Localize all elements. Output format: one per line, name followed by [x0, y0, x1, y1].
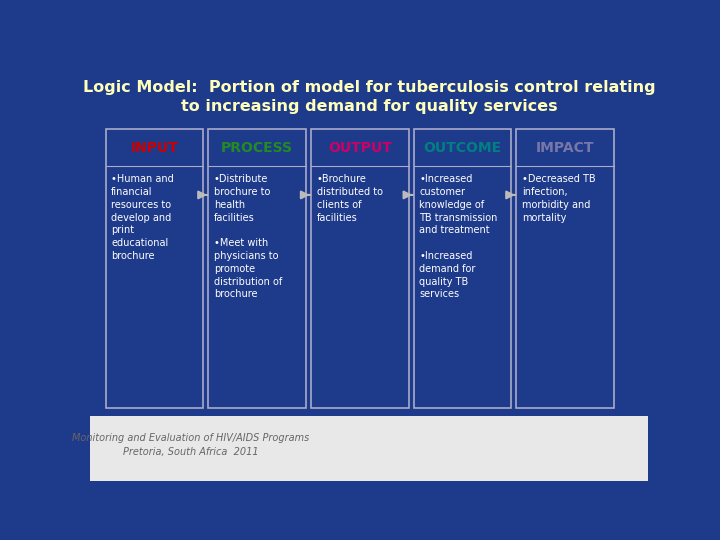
Bar [90, 416, 648, 481]
Text: Logic Model:  Portion of model for tuberculosis control relating: Logic Model: Portion of model for tuberc… [83, 80, 655, 95]
FancyBboxPatch shape [106, 129, 203, 408]
Text: PROCESS: PROCESS [221, 140, 293, 154]
Text: •Distribute
brochure to
health
facilities

•Meet with
physicians to
promote
dist: •Distribute brochure to health facilitie… [214, 174, 282, 299]
Text: •Increased
customer
knowledge of
TB transmission
and treatment

•Increased
deman: •Increased customer knowledge of TB tran… [419, 174, 498, 299]
Text: to increasing demand for quality services: to increasing demand for quality service… [181, 99, 557, 114]
Text: OUTPUT: OUTPUT [328, 140, 392, 154]
Text: •Human and
financial
resources to
develop and
print
educational
brochure: •Human and financial resources to develo… [111, 174, 174, 261]
Text: OUTCOME: OUTCOME [423, 140, 502, 154]
FancyBboxPatch shape [516, 129, 614, 408]
Text: Monitoring and Evaluation of HIV/AIDS Programs
Pretoria, South Africa  2011: Monitoring and Evaluation of HIV/AIDS Pr… [72, 433, 309, 457]
FancyBboxPatch shape [208, 129, 306, 408]
Text: •Decreased TB
infection,
morbidity and
mortality: •Decreased TB infection, morbidity and m… [522, 174, 595, 222]
Text: IMPACT: IMPACT [536, 140, 595, 154]
FancyBboxPatch shape [413, 129, 511, 408]
FancyBboxPatch shape [311, 129, 409, 408]
Text: •Brochure
distributed to
clients of
facilities: •Brochure distributed to clients of faci… [317, 174, 382, 222]
Text: INPUT: INPUT [130, 140, 179, 154]
